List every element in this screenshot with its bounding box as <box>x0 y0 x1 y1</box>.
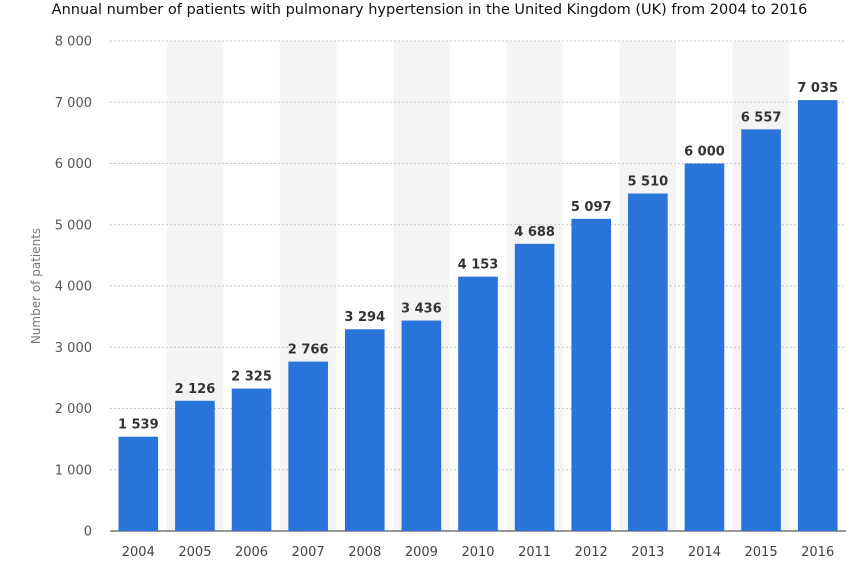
bar-2005[interactable] <box>175 400 215 531</box>
data-label: 5 510 <box>627 175 668 190</box>
y-tick-label: 6 000 <box>55 157 92 172</box>
x-tick-label: 2009 <box>405 545 438 560</box>
x-tick-label: 2014 <box>688 545 721 560</box>
y-axis-label: Number of patients <box>29 228 43 344</box>
data-label: 7 035 <box>797 81 838 96</box>
bar-2014[interactable] <box>684 163 725 532</box>
data-label: 4 688 <box>514 225 555 240</box>
data-label: 2 126 <box>175 382 216 397</box>
bar-2011[interactable] <box>514 243 555 532</box>
data-label: 2 325 <box>231 370 272 385</box>
bar-2009[interactable] <box>401 320 442 531</box>
y-tick-label: 3 000 <box>55 341 92 356</box>
x-tick-label: 2007 <box>292 545 325 560</box>
bar-2008[interactable] <box>344 329 385 531</box>
data-label: 1 539 <box>118 418 159 433</box>
y-tick-label: 1 000 <box>55 463 92 478</box>
bar-2012[interactable] <box>571 218 612 531</box>
x-tick-label: 2005 <box>178 545 211 560</box>
x-tick-label: 2008 <box>348 545 381 560</box>
data-label: 3 294 <box>344 310 385 325</box>
bar-2015[interactable] <box>741 129 781 532</box>
bar-2004[interactable] <box>118 436 159 531</box>
data-labels: 1 539 2 126 2 325 2 766 3 294 3 436 4 153 4 688… <box>118 81 838 433</box>
bar-2006[interactable] <box>231 388 272 531</box>
x-tick-label: 2010 <box>461 545 494 560</box>
data-label: 2 766 <box>288 343 329 358</box>
data-label: 3 436 <box>401 302 442 317</box>
x-tick-label: 2011 <box>518 545 551 560</box>
data-label: 6 557 <box>741 110 782 125</box>
data-label: 6 000 <box>684 145 725 160</box>
x-tick-label: 2016 <box>801 545 834 560</box>
x-tick-label: 2004 <box>122 545 155 560</box>
bar-2007[interactable] <box>288 361 328 531</box>
bar-2010[interactable] <box>458 276 498 531</box>
x-axis-ticks: 2004 2005 2006 2007 2008 2009 2010 2011 2012 2013… <box>122 545 834 560</box>
x-tick-label: 2012 <box>575 545 608 560</box>
bar-2013[interactable] <box>628 193 668 531</box>
x-tick-label: 2015 <box>745 545 778 560</box>
data-label: 4 153 <box>458 258 499 273</box>
chart-title: Annual number of patients with pulmonary… <box>51 2 808 18</box>
y-axis-ticks: 0 1 000 2 000 3 000 4 000 5 000 6 000 7 000 8 00… <box>55 35 92 540</box>
data-label: 5 097 <box>571 200 612 215</box>
bars <box>118 100 838 532</box>
y-tick-label: 7 000 <box>55 96 92 111</box>
bar-2016[interactable] <box>797 100 838 531</box>
y-tick-label: 4 000 <box>55 280 92 295</box>
y-tick-label: 0 <box>84 525 92 540</box>
x-tick-label: 2013 <box>631 545 664 560</box>
y-tick-label: 2 000 <box>55 402 92 417</box>
y-tick-label: 8 000 <box>55 35 92 50</box>
y-tick-label: 5 000 <box>55 218 92 233</box>
x-tick-label: 2006 <box>235 545 268 560</box>
